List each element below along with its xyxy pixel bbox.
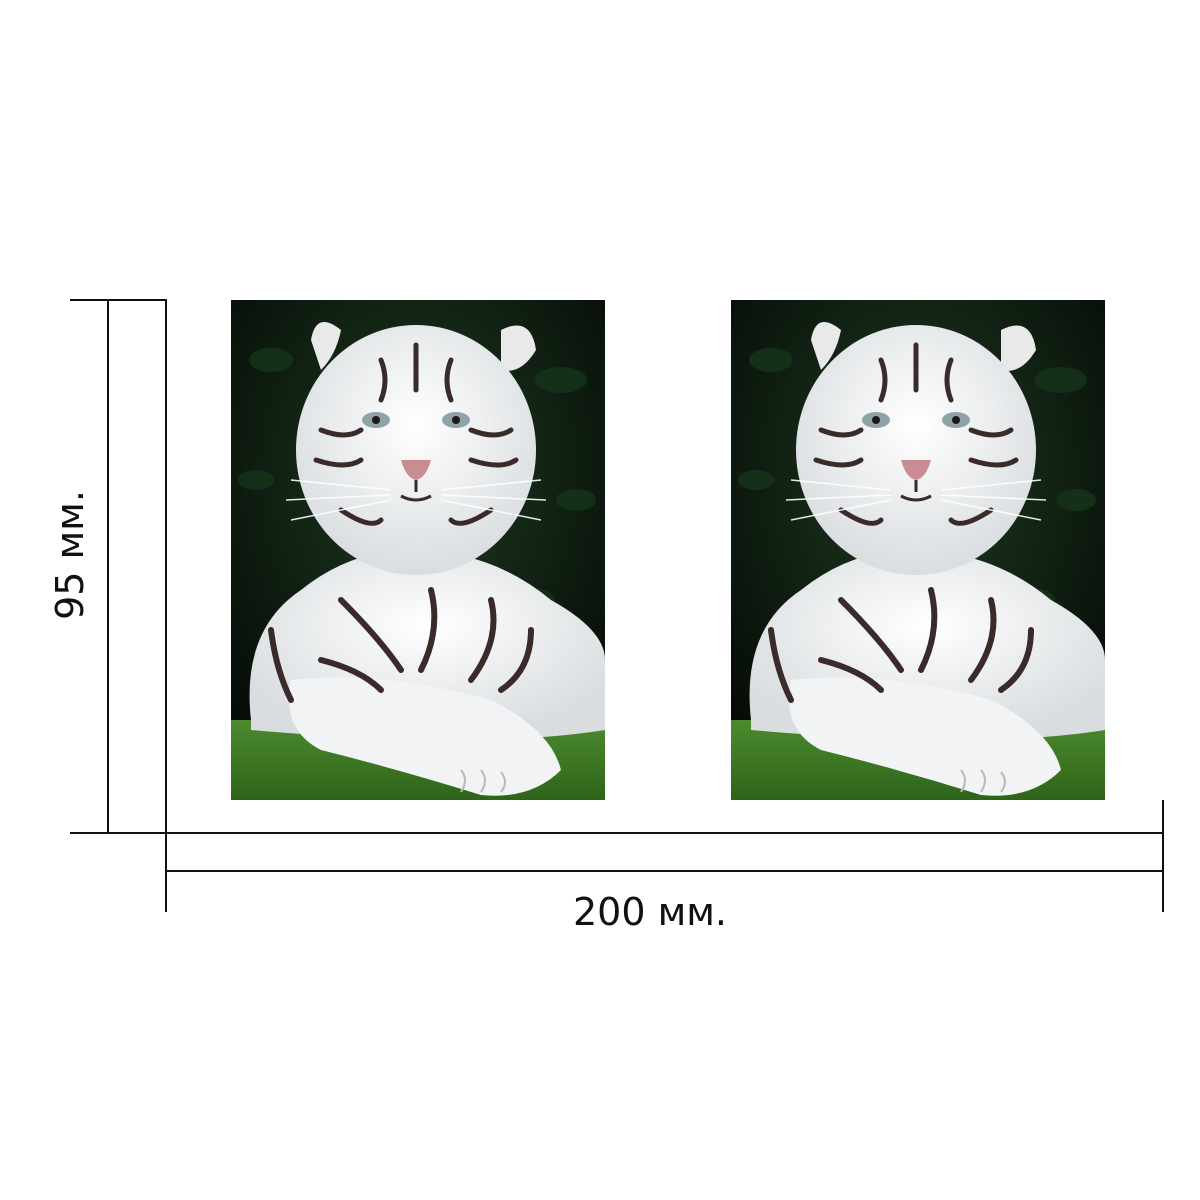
height-dimension-label: 95 мм. [48,490,92,620]
white-tiger-image [231,300,605,800]
white-tiger-image [731,300,1105,800]
tiger-photo-right [731,300,1105,800]
width-dimension-label: 200 мм. [572,890,728,934]
tiger-photo-left [231,300,605,800]
